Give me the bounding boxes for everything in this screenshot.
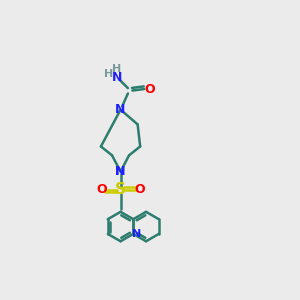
- Text: S: S: [115, 182, 126, 197]
- Text: H: H: [104, 69, 113, 79]
- Text: N: N: [116, 103, 126, 116]
- Text: H: H: [112, 64, 121, 74]
- Text: N: N: [116, 165, 126, 178]
- Text: O: O: [145, 82, 155, 95]
- Text: N: N: [112, 71, 122, 84]
- Text: O: O: [96, 183, 107, 196]
- Text: N: N: [116, 165, 126, 178]
- Text: O: O: [134, 183, 145, 196]
- Text: N: N: [132, 229, 142, 239]
